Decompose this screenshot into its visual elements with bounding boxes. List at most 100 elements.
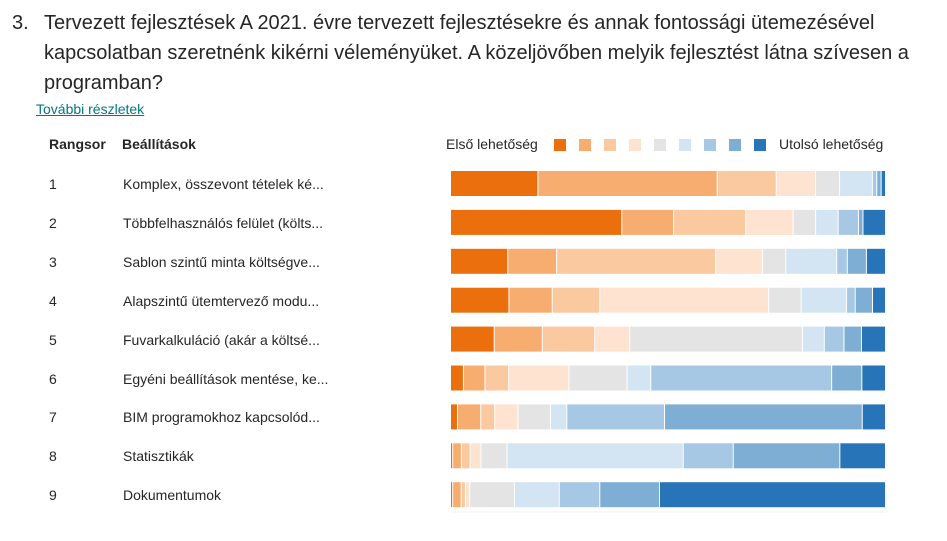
legend-swatch-rank-6	[679, 139, 691, 151]
bar-segment-rank-4[interactable]	[465, 482, 470, 508]
option-label: Statisztikák	[123, 448, 194, 465]
bar-segment-rank-7[interactable]	[559, 482, 600, 508]
bar-segment-rank-5[interactable]	[816, 171, 840, 196]
bar-segment-rank-3[interactable]	[481, 404, 495, 430]
bar-segment-rank-6[interactable]	[816, 209, 838, 235]
rank-number: 1	[49, 176, 57, 192]
bar-segment-rank-2[interactable]	[457, 404, 481, 430]
option-label: Komplex, összevont tételek ké...	[123, 176, 324, 192]
bar-segment-rank-4[interactable]	[776, 171, 816, 196]
bar-segment-rank-5[interactable]	[762, 248, 786, 274]
bar-segment-rank-8[interactable]	[832, 365, 862, 391]
bar-segment-rank-6[interactable]	[551, 404, 567, 430]
bar-segment-rank-7[interactable]	[567, 404, 665, 430]
bar-segment-rank-3[interactable]	[552, 287, 600, 313]
rank-number: 7	[49, 409, 57, 426]
bar-segment-rank-3[interactable]	[485, 365, 509, 391]
bar-segment-rank-9[interactable]	[863, 209, 885, 235]
bar-segment-rank-9[interactable]	[861, 326, 885, 352]
bar-segment-rank-9[interactable]	[873, 287, 885, 313]
bar-segment-rank-3[interactable]	[674, 209, 746, 235]
bar-segment-rank-4[interactable]	[509, 365, 569, 391]
bar-segment-rank-5[interactable]	[569, 365, 627, 391]
rank-number: 3	[49, 253, 57, 270]
bar-segment-rank-7[interactable]	[837, 248, 847, 274]
bar-segment-rank-4[interactable]	[495, 404, 518, 430]
bar-segment-rank-8[interactable]	[844, 326, 861, 352]
bar-segment-rank-9[interactable]	[659, 482, 885, 508]
bar-segment-rank-5[interactable]	[470, 482, 514, 508]
bar-segment-rank-2[interactable]	[494, 326, 542, 352]
bar-segment-rank-6[interactable]	[802, 326, 824, 352]
legend-swatch-rank-1	[554, 139, 566, 151]
bar-segment-rank-2[interactable]	[453, 482, 461, 508]
bar-segment-rank-3[interactable]	[717, 171, 776, 196]
legend-swatch-rank-3	[604, 139, 616, 151]
bar-segment-rank-4[interactable]	[470, 443, 481, 469]
bar-segment-rank-6[interactable]	[801, 287, 847, 313]
bar-segment-rank-1[interactable]	[451, 209, 622, 235]
bar-segment-rank-3[interactable]	[461, 443, 470, 469]
bar-segment-rank-8[interactable]	[733, 443, 840, 469]
bar-segment-rank-9[interactable]	[862, 404, 885, 430]
bar-segment-rank-1[interactable]	[451, 365, 463, 391]
option-label: Alapszintű ütemtervező modu...	[123, 292, 320, 309]
more-details-link[interactable]: További részletek	[36, 101, 145, 117]
bar-segment-rank-7[interactable]	[847, 287, 855, 313]
bar-segment-rank-9[interactable]	[866, 248, 885, 274]
bar-segment-rank-2[interactable]	[538, 171, 717, 196]
bar-segment-rank-8[interactable]	[600, 482, 659, 508]
bar-segment-rank-3[interactable]	[557, 248, 716, 274]
rank-number: 4	[49, 292, 57, 309]
bar-segment-rank-4[interactable]	[746, 209, 793, 235]
bar-segment-rank-8[interactable]	[877, 171, 881, 196]
bar-segment-rank-5[interactable]	[793, 209, 816, 235]
bar-segment-rank-8[interactable]	[855, 287, 873, 313]
bar-segment-rank-2[interactable]	[453, 443, 461, 469]
bar-segment-rank-4[interactable]	[600, 287, 769, 313]
bar-segment-rank-2[interactable]	[622, 209, 674, 235]
rank-number: 2	[49, 214, 57, 231]
bar-segment-rank-7[interactable]	[872, 171, 877, 196]
option-label: Egyéni beállítások mentése, ke...	[123, 370, 329, 387]
bar-segment-rank-7[interactable]	[651, 365, 832, 391]
bar-segment-rank-1[interactable]	[451, 287, 509, 313]
bar-segment-rank-6[interactable]	[507, 443, 683, 469]
bar-segment-rank-6[interactable]	[840, 171, 872, 196]
rank-column-header: Rangsor	[49, 136, 106, 152]
bar-segment-rank-8[interactable]	[665, 404, 862, 430]
bar-segment-rank-5[interactable]	[481, 443, 507, 469]
bar-segment-rank-5[interactable]	[518, 404, 551, 430]
bar-segment-rank-7[interactable]	[824, 326, 844, 352]
bar-segment-rank-5[interactable]	[630, 326, 802, 352]
legend-swatch-rank-9	[754, 139, 766, 151]
bar-segment-rank-1[interactable]	[451, 404, 457, 430]
question-text: Tervezett fejlesztések A 2021. évre terv…	[44, 12, 909, 94]
bar-segment-rank-8[interactable]	[858, 209, 863, 235]
bar-segment-rank-4[interactable]	[716, 248, 762, 274]
bar-segment-rank-7[interactable]	[683, 443, 733, 469]
bar-segment-rank-3[interactable]	[461, 482, 465, 508]
bar-segment-rank-8[interactable]	[847, 248, 866, 274]
option-label: Dokumentumok	[123, 487, 222, 504]
bar-segment-rank-9[interactable]	[840, 443, 885, 469]
bar-segment-rank-1[interactable]	[451, 482, 453, 508]
bar-segment-rank-7[interactable]	[838, 209, 858, 235]
bar-segment-rank-1[interactable]	[451, 171, 538, 196]
bar-segment-rank-5[interactable]	[769, 287, 801, 313]
bar-segment-rank-2[interactable]	[508, 248, 557, 274]
bar-segment-rank-1[interactable]	[451, 326, 494, 352]
bar-segment-rank-1[interactable]	[451, 443, 453, 469]
bar-segment-rank-3[interactable]	[542, 326, 595, 352]
bar-segment-rank-9[interactable]	[862, 365, 885, 391]
legend-first-label: Első lehetőség	[446, 136, 538, 152]
bar-segment-rank-6[interactable]	[514, 482, 559, 508]
bar-segment-rank-6[interactable]	[786, 248, 837, 274]
bar-segment-rank-2[interactable]	[509, 287, 552, 313]
bar-segment-rank-2[interactable]	[463, 365, 485, 391]
bar-segment-rank-4[interactable]	[595, 326, 630, 352]
bar-segment-rank-6[interactable]	[627, 365, 651, 391]
bar-segment-rank-1[interactable]	[451, 248, 508, 274]
bar-segment-rank-9[interactable]	[881, 171, 885, 196]
